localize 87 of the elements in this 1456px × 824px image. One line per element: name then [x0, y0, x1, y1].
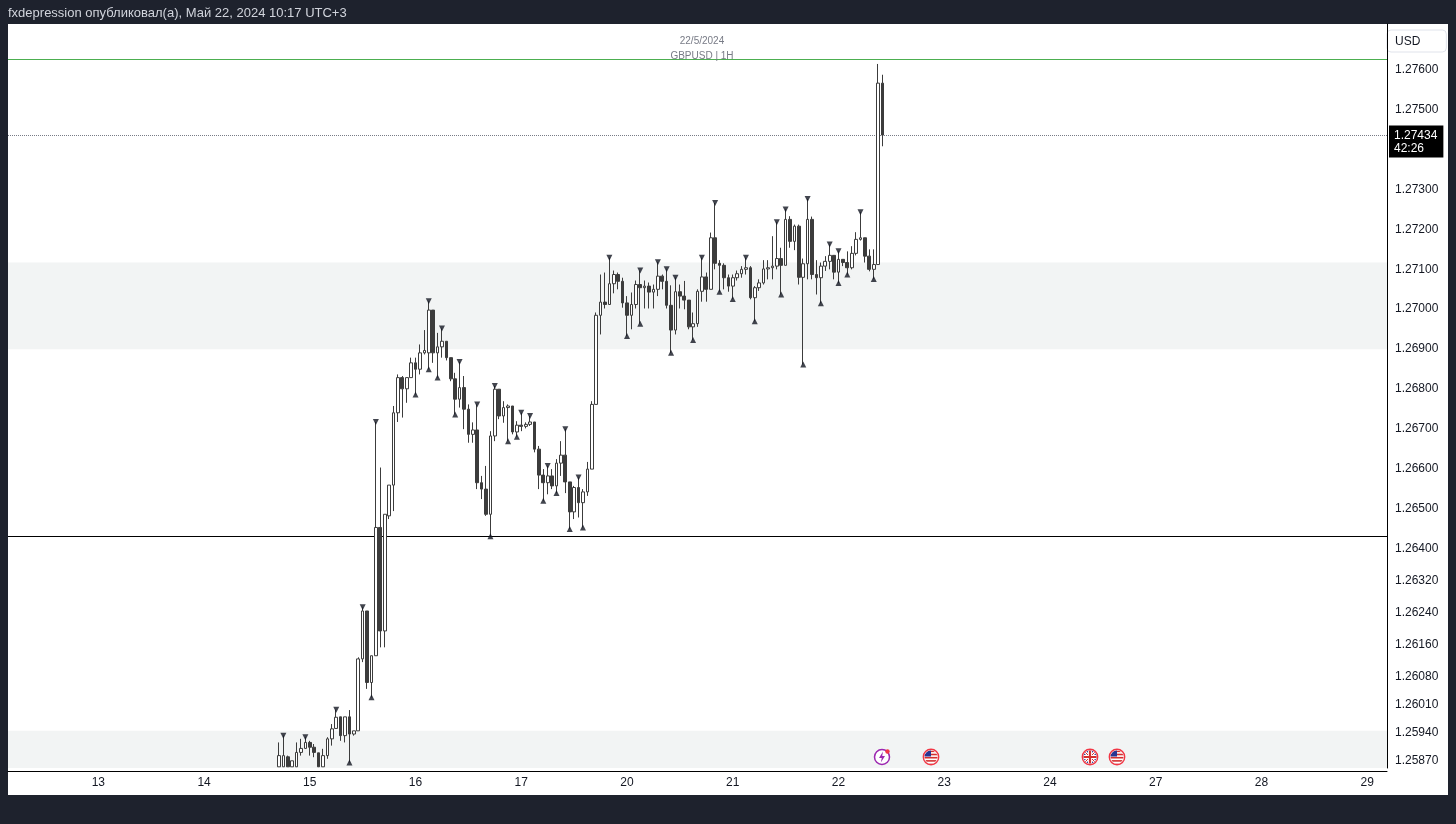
point [637, 320, 644, 327]
x-tick-label: 16 [408, 775, 423, 789]
y-tick-label: 1.27600 [1395, 61, 1439, 76]
point [857, 209, 864, 216]
text: 22/5/2024 [679, 34, 725, 46]
ref-line-label: 1.27434 42:26 [1394, 128, 1438, 156]
x-tick-label: 28 [1254, 775, 1269, 789]
candlestick [277, 741, 281, 768]
text: GBPUSD | 1H [670, 49, 734, 61]
candlestick [638, 270, 642, 325]
x-tick-label: 21 [726, 775, 740, 789]
y-tick-label: 1.27200 [1395, 221, 1439, 236]
point [553, 490, 560, 497]
point [544, 462, 551, 469]
y-tick-label: 1.26320 [1395, 573, 1439, 588]
point [425, 298, 432, 305]
y-tick-label: 1.27100 [1395, 261, 1439, 276]
y-tick-label: 1.25870 [1395, 753, 1439, 768]
point [773, 219, 780, 226]
x-tick-label: 22 [831, 775, 846, 789]
text: fxdepression опубликовал(а), Май 22, 2024 10:17 UTC+3 [8, 5, 347, 20]
point [716, 288, 723, 295]
y-tick-label: 1.26500 [1395, 501, 1439, 516]
x-tick-label: 27 [1149, 775, 1163, 789]
point [698, 254, 705, 261]
point [778, 291, 785, 298]
y-tick-label: 1.26600 [1395, 461, 1439, 476]
point [844, 271, 851, 278]
point [742, 254, 749, 261]
point [434, 374, 441, 381]
point [729, 295, 736, 302]
point [654, 259, 661, 266]
candlestick [722, 262, 726, 290]
x-tick-label: 14 [197, 775, 212, 789]
point [372, 418, 379, 425]
y-tick-label: 1.26010 [1395, 697, 1439, 712]
point [487, 533, 494, 540]
y-tick-label: 1.25940 [1395, 725, 1439, 740]
point [456, 359, 463, 366]
y-tick-label: 1.26400 [1395, 541, 1439, 556]
point [672, 274, 679, 281]
point [359, 604, 366, 611]
point [566, 526, 573, 533]
point [474, 401, 481, 408]
x-tick-label: 17 [514, 775, 529, 789]
x-tick-label: 13 [91, 775, 106, 789]
candlestick [427, 300, 431, 370]
point [870, 275, 877, 282]
point [527, 412, 534, 419]
point [540, 497, 547, 504]
point [562, 426, 569, 433]
point [491, 383, 498, 390]
y-tick-label: 1.26080 [1395, 669, 1439, 684]
candlestick [308, 740, 312, 757]
candlestick [365, 610, 369, 690]
candlestick [731, 274, 735, 300]
point [505, 438, 512, 445]
point [438, 325, 445, 332]
y-tick-label: 1.26700 [1395, 421, 1439, 436]
point [663, 266, 670, 273]
point [782, 206, 789, 213]
point [668, 349, 675, 356]
x-tick-label: 20 [620, 775, 634, 789]
point [368, 694, 375, 701]
point [804, 196, 811, 203]
x-tick-label: 29 [1360, 775, 1375, 789]
candlestick [506, 403, 510, 442]
y-tick-label: 1.26160 [1395, 637, 1439, 652]
y-tick-label: 1.27000 [1395, 301, 1439, 316]
point [624, 333, 631, 340]
y-tick-label: 1.26240 [1395, 605, 1439, 620]
x-tick-label: 24 [1043, 775, 1057, 789]
y-tick-label: 1.26900 [1395, 341, 1439, 356]
y-axis-title: USD [1395, 34, 1421, 48]
y-tick-label: 1.26800 [1395, 381, 1439, 396]
point [835, 279, 842, 286]
point [835, 248, 842, 255]
y-tick-label: 1.27500 [1395, 101, 1439, 116]
y-tick-label: 1.27300 [1395, 181, 1439, 196]
point [690, 337, 697, 344]
candlestick [647, 282, 651, 309]
point [712, 200, 719, 207]
point [412, 391, 419, 398]
x-tick-label: 15 [303, 775, 317, 789]
point [302, 734, 309, 741]
x-tick-label: 23 [937, 775, 952, 789]
point [513, 433, 520, 440]
